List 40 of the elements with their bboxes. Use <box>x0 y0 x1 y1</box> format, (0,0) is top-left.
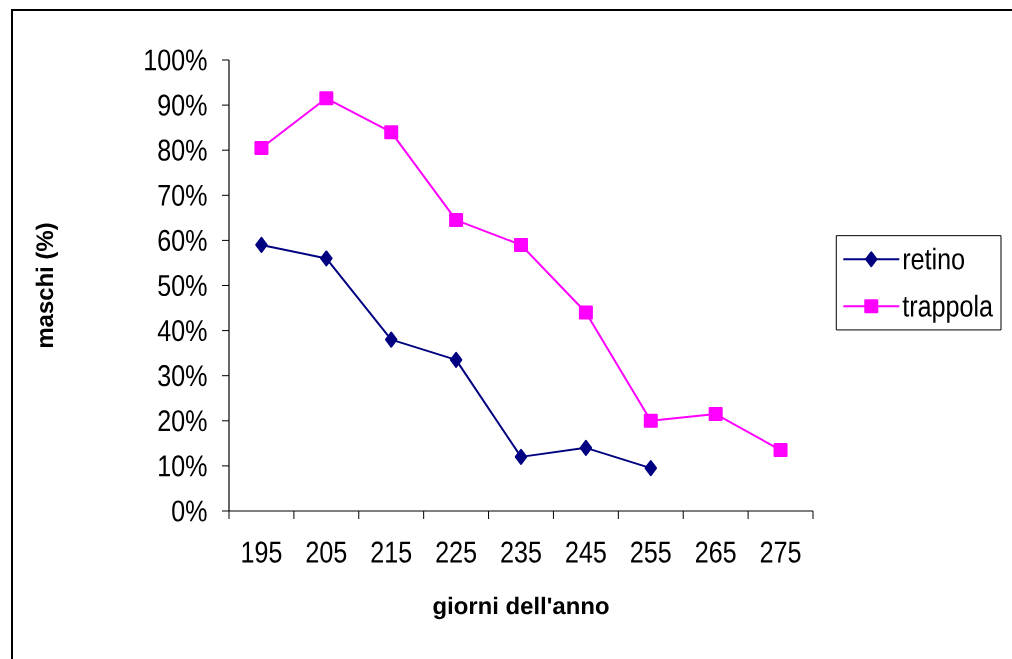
y-tick-label: 100% <box>145 49 207 71</box>
point <box>449 213 464 228</box>
x-tick-label: 255 <box>631 541 671 563</box>
point <box>320 250 333 267</box>
y-tick-label: 20% <box>158 410 207 432</box>
y-tick-label: 0% <box>172 500 207 522</box>
x-axis-title: giorni dell'anno <box>433 596 609 620</box>
y-tick-label: 30% <box>158 365 207 387</box>
point <box>773 443 788 458</box>
y-tick-label: 90% <box>158 94 207 116</box>
x-tick-label: 215 <box>371 541 412 563</box>
y-tick-label: 40% <box>157 320 207 342</box>
point <box>449 351 463 368</box>
point <box>708 407 723 422</box>
point <box>579 439 593 456</box>
legend-label: trappola <box>902 294 993 323</box>
point <box>514 237 528 252</box>
x-tick-label: 235 <box>501 541 541 563</box>
point <box>644 460 658 477</box>
point <box>319 91 334 106</box>
x-tick-label: 275 <box>760 541 801 563</box>
y-tick-label: 60% <box>158 229 207 251</box>
point <box>643 413 658 428</box>
x-tick-label: 205 <box>306 541 347 563</box>
y-axis-title: maschi (%) <box>35 223 58 348</box>
legend-label: retino <box>903 247 965 270</box>
x-tick-label: 195 <box>242 541 282 563</box>
y-tick-label: 10% <box>159 455 207 477</box>
x-tick-label: 245 <box>566 541 606 563</box>
y-tick-label: 80% <box>158 139 207 161</box>
point <box>384 125 399 140</box>
point <box>255 236 268 253</box>
point <box>254 140 269 155</box>
x-tick-label: 225 <box>436 541 476 563</box>
y-tick-label: 70% <box>158 184 207 206</box>
point <box>514 448 528 465</box>
point <box>384 331 398 348</box>
point <box>578 305 593 320</box>
x-tick-label: 265 <box>695 541 736 563</box>
y-tick-label: 50% <box>158 274 207 297</box>
